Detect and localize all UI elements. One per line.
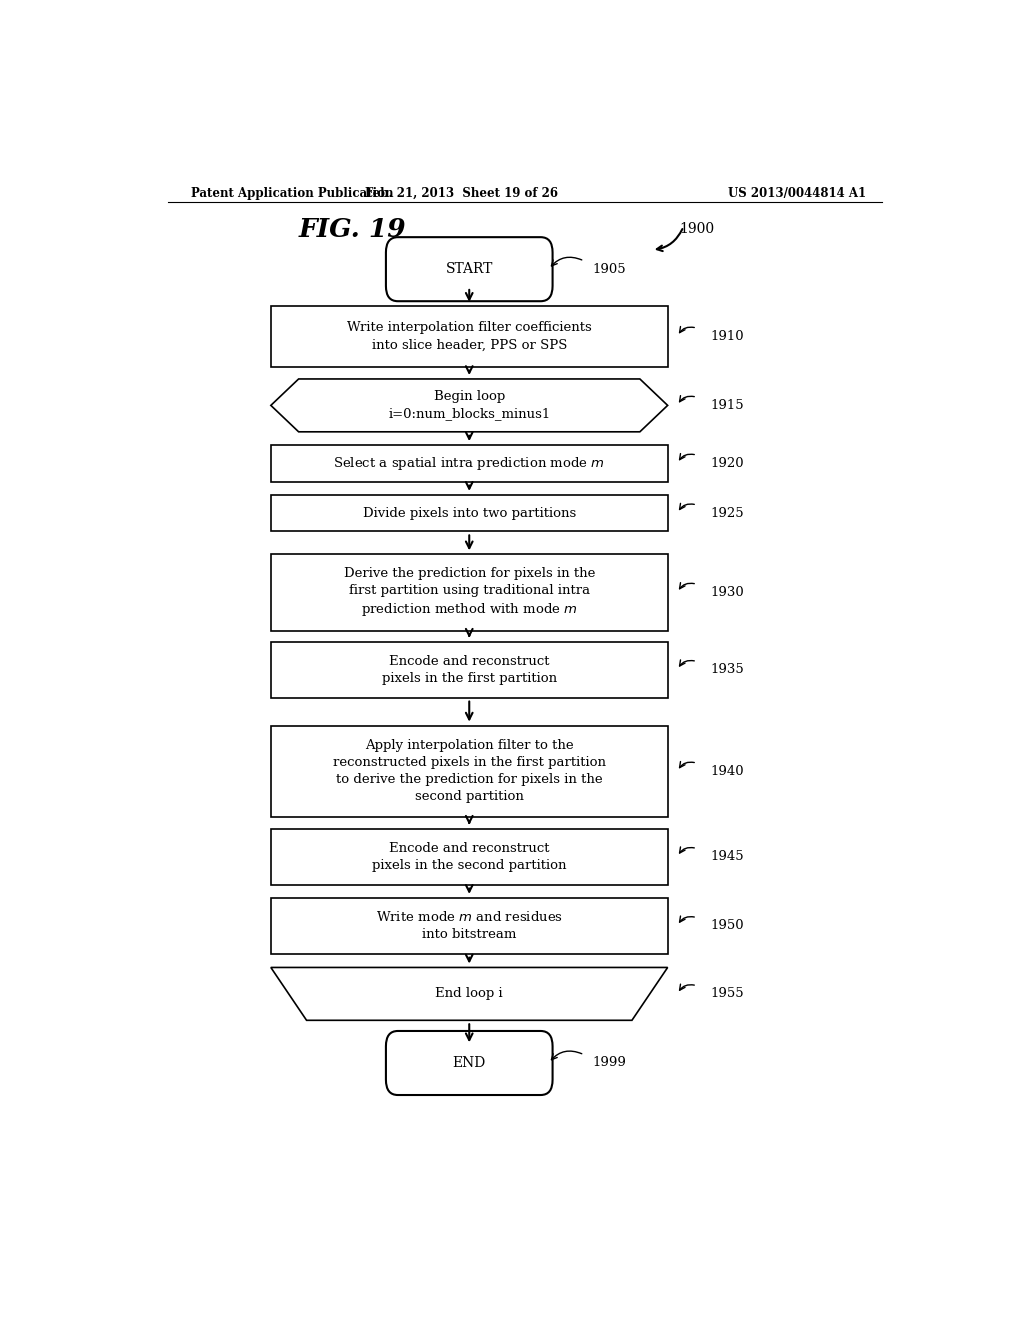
Text: 1945: 1945 xyxy=(711,850,744,863)
Text: 1920: 1920 xyxy=(711,457,744,470)
Text: Encode and reconstruct
pixels in the second partition: Encode and reconstruct pixels in the sec… xyxy=(372,842,566,871)
Bar xyxy=(270,495,668,532)
Text: 1910: 1910 xyxy=(711,330,744,343)
Text: 1930: 1930 xyxy=(711,586,744,599)
Text: Begin loop
i=0:num_blocks_minus1: Begin loop i=0:num_blocks_minus1 xyxy=(388,391,550,420)
Text: Apply interpolation filter to the
reconstructed pixels in the first partition
to: Apply interpolation filter to the recons… xyxy=(333,739,606,804)
Text: 1915: 1915 xyxy=(711,399,744,412)
Text: FIG. 19: FIG. 19 xyxy=(299,218,407,243)
Bar xyxy=(270,726,668,817)
Text: End loop i: End loop i xyxy=(435,987,503,1001)
Text: Feb. 21, 2013  Sheet 19 of 26: Feb. 21, 2013 Sheet 19 of 26 xyxy=(365,187,558,199)
Text: 1950: 1950 xyxy=(711,919,744,932)
Text: 1999: 1999 xyxy=(592,1056,626,1069)
Text: Divide pixels into two partitions: Divide pixels into two partitions xyxy=(362,507,575,520)
Text: 1940: 1940 xyxy=(711,764,744,777)
Text: Patent Application Publication: Patent Application Publication xyxy=(191,187,394,199)
Text: 1935: 1935 xyxy=(711,663,744,676)
Text: 1905: 1905 xyxy=(592,263,626,276)
Text: US 2013/0044814 A1: US 2013/0044814 A1 xyxy=(728,187,866,199)
Bar xyxy=(270,306,668,367)
Text: 1900: 1900 xyxy=(680,223,715,236)
Text: Derive the prediction for pixels in the
first partition using traditional intra
: Derive the prediction for pixels in the … xyxy=(344,566,595,618)
Text: Encode and reconstruct
pixels in the first partition: Encode and reconstruct pixels in the fir… xyxy=(382,655,557,685)
Bar xyxy=(270,829,668,884)
Text: END: END xyxy=(453,1056,485,1071)
Text: 1925: 1925 xyxy=(711,507,744,520)
Bar xyxy=(270,642,668,697)
Bar xyxy=(270,898,668,954)
Bar xyxy=(270,554,668,631)
Text: Write mode $m$ and residues
into bitstream: Write mode $m$ and residues into bitstre… xyxy=(376,911,563,941)
Text: Select a spatial intra prediction mode $m$: Select a spatial intra prediction mode $… xyxy=(334,455,605,471)
Text: Write interpolation filter coefficients
into slice header, PPS or SPS: Write interpolation filter coefficients … xyxy=(347,321,592,351)
Text: START: START xyxy=(445,263,493,276)
Bar xyxy=(270,445,668,482)
Text: 1955: 1955 xyxy=(711,987,744,1001)
